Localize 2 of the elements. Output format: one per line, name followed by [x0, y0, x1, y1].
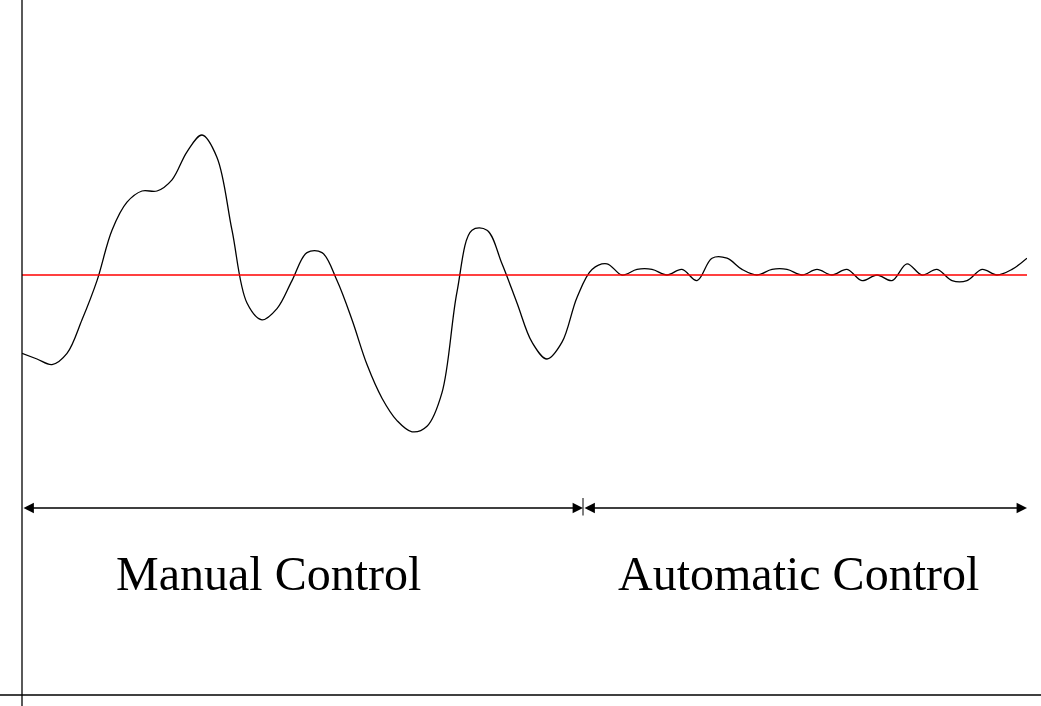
annotation: Automatic Control [618, 547, 980, 600]
annotation: Manual Control [116, 547, 422, 600]
